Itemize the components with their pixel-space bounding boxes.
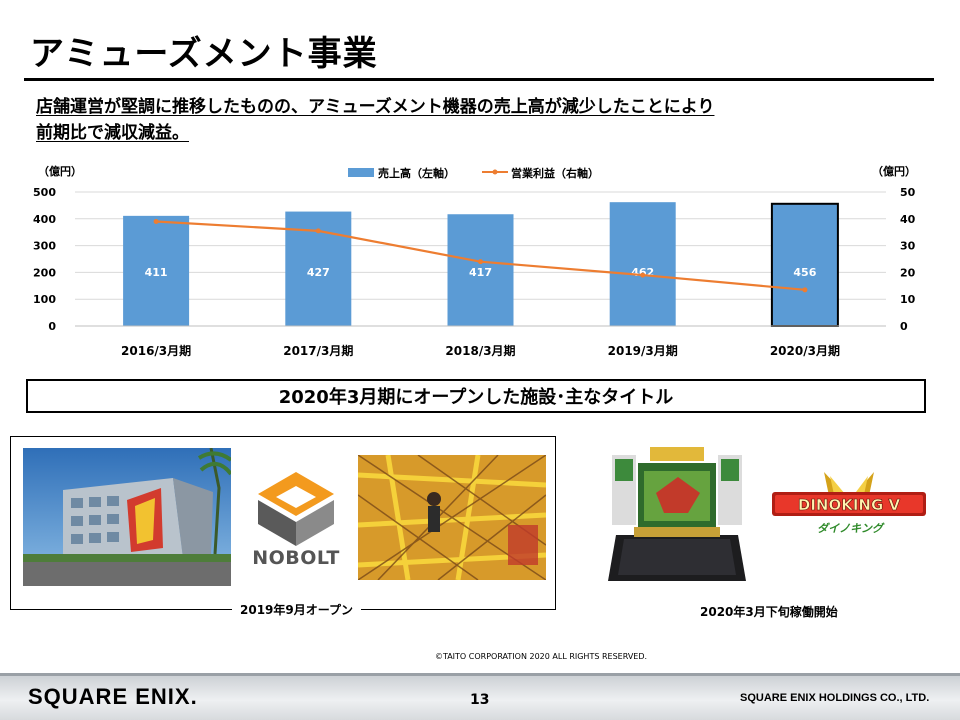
- operating-profit-point: [478, 259, 483, 265]
- right-axis-tick-label: 30: [900, 240, 916, 253]
- square-enix-logo: SQUARE ENIX.: [28, 684, 198, 709]
- footer-divider: [0, 673, 960, 676]
- nobolt-logo: [250, 470, 342, 580]
- facility-building-photo: [23, 448, 231, 586]
- sales-bar: [609, 202, 676, 326]
- x-axis-category-label: 2017/3月期: [283, 343, 353, 358]
- section-heading: 2020年3月期にオープンした施設･主なタイトル: [26, 379, 926, 413]
- dinoking-logo-text: DINOKING V: [798, 496, 901, 514]
- x-axis-category-label: 2020/3月期: [770, 343, 840, 358]
- page-number: 13: [470, 692, 490, 708]
- dinoking-logo: DINOKING V ダイノキング: [770, 470, 928, 546]
- right-axis-tick-label: 50: [900, 186, 916, 199]
- legend-swatch-sales: [348, 168, 374, 177]
- slide-title: アミューズメント事業: [30, 34, 378, 74]
- right-axis-tick-label: 40: [900, 213, 916, 226]
- left-axis-tick-label: 0: [48, 320, 56, 333]
- sales-bar-value-label: 417: [469, 266, 492, 279]
- slide-subtitle: 店舗運営が堅調に推移したものの、アミューズメント機器の売上高が減少したことにより…: [36, 94, 714, 146]
- copyright-notice: ©TAITO CORPORATION 2020 ALL RIGHTS RESER…: [434, 652, 648, 661]
- arcade-machine-photo: [604, 443, 750, 591]
- facility-caption: 2019年9月オープン: [232, 601, 362, 618]
- subtitle-line-2: 前期比で減収減益。: [36, 123, 189, 143]
- right-axis-tick-label: 0: [900, 320, 908, 333]
- operating-profit-point: [315, 228, 321, 234]
- left-axis-tick-label: 400: [33, 213, 56, 226]
- left-axis-tick-label: 100: [33, 293, 56, 306]
- right-axis-tick-label: 10: [900, 293, 916, 306]
- left-axis-tick-label: 200: [33, 266, 56, 279]
- legend-marker-profit: [492, 169, 498, 175]
- footer-bar: [0, 676, 960, 720]
- operating-profit-point: [153, 218, 159, 224]
- left-axis-tick-label: 300: [33, 240, 56, 253]
- climbing-attraction-photo: [358, 455, 546, 580]
- x-axis-category-label: 2016/3月期: [121, 343, 191, 358]
- legend-label-sales: 売上高（左軸）: [378, 166, 455, 180]
- sales-bar-value-label: 411: [145, 266, 168, 279]
- nobolt-wordmark: NOBOLT: [252, 547, 340, 569]
- left-axis-unit: （億円）: [38, 164, 82, 178]
- company-name: SQUARE ENIX HOLDINGS CO., LTD.: [740, 692, 930, 704]
- sales-bar: [123, 215, 190, 326]
- sales-bar: [447, 214, 514, 326]
- sales-profit-chart: 0 100 200 300 400 500 0 10 20 30 40 50 （億円） （億円） 売上高（左…: [33, 164, 916, 358]
- sales-bar-value-label: 456: [793, 266, 816, 279]
- right-axis-unit: （億円）: [872, 164, 916, 178]
- title-caption: 2020年3月下旬稼働開始: [700, 605, 838, 619]
- dinoking-logo-subtext: ダイノキング: [817, 522, 885, 535]
- x-axis-category-label: 2019/3月期: [608, 343, 678, 358]
- right-axis-tick-label: 20: [900, 266, 916, 279]
- sales-bar-value-label: 427: [307, 266, 330, 279]
- sales-bar: [770, 202, 839, 327]
- left-axis-tick-label: 500: [33, 186, 56, 199]
- operating-profit-point: [640, 272, 646, 278]
- subtitle-line-1: 店舗運営が堅調に推移したものの、アミューズメント機器の売上高が減少したことにより: [36, 97, 715, 117]
- x-axis-category-label: 2018/3月期: [445, 343, 515, 358]
- operating-profit-point: [802, 287, 808, 293]
- legend-label-profit: 営業利益（右軸）: [511, 166, 599, 180]
- title-divider: [24, 78, 934, 81]
